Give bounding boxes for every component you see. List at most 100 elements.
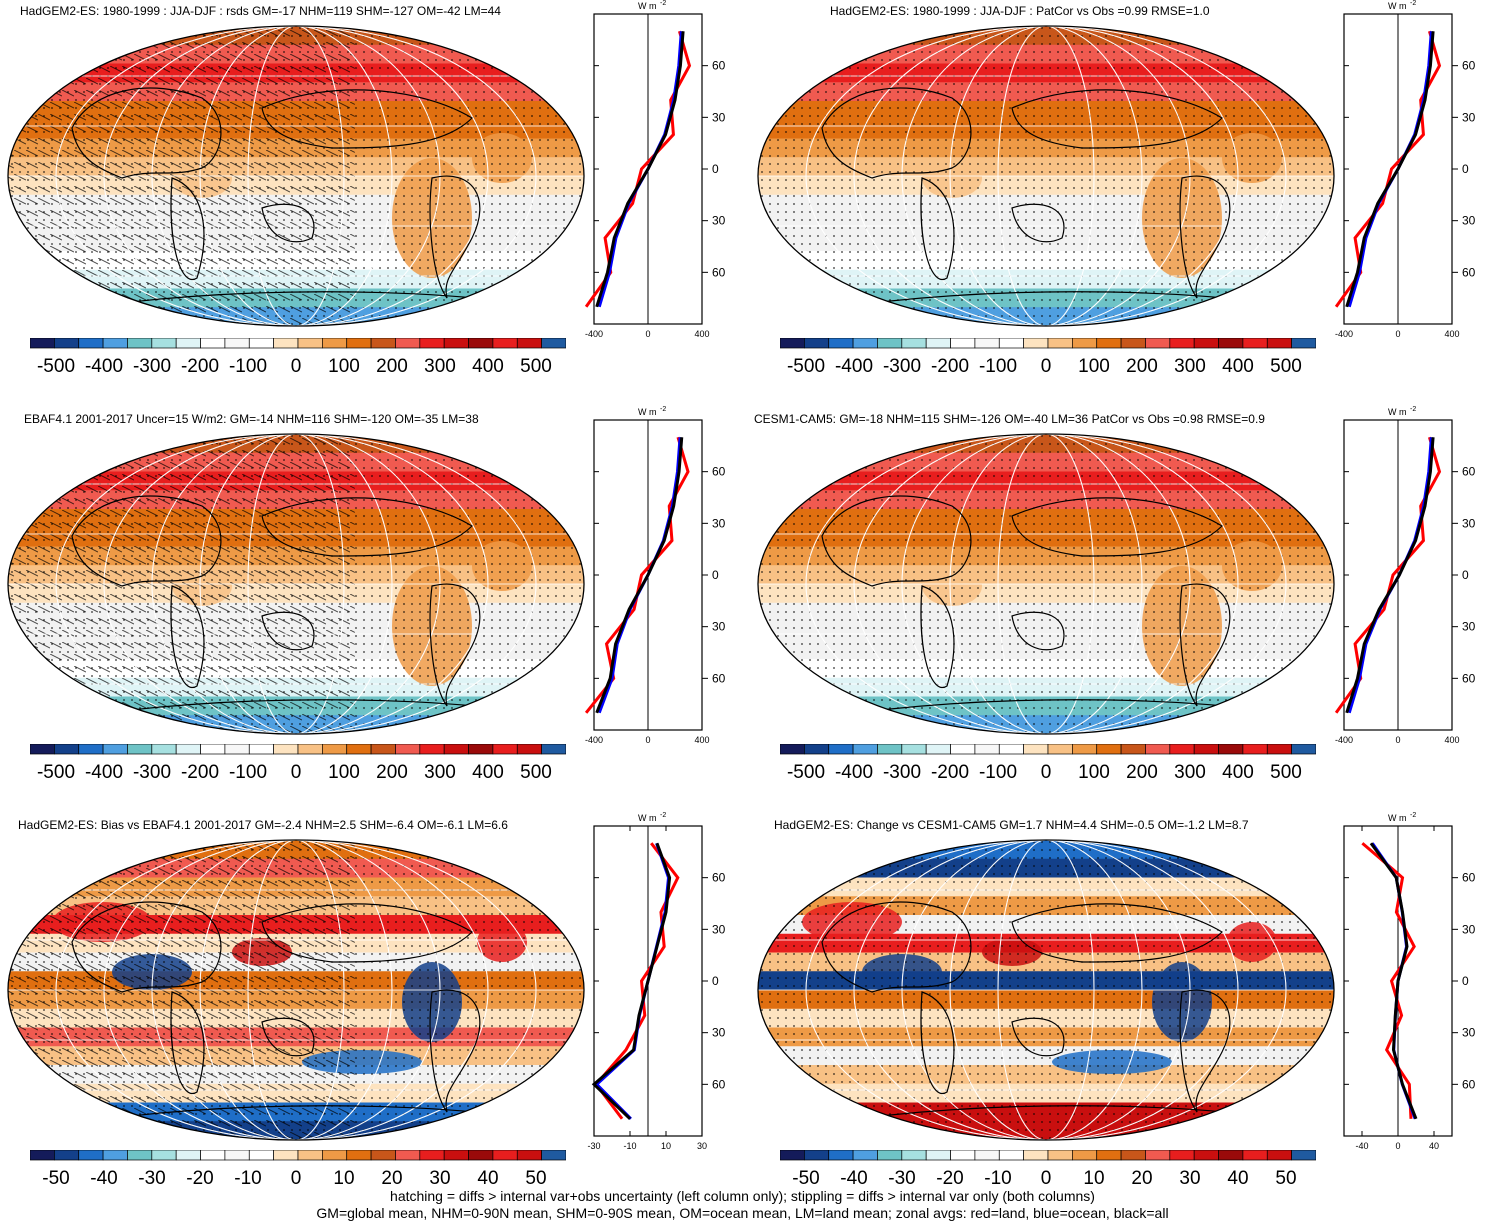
colorbar-swatch: [1169, 744, 1195, 755]
colorbar-swatch: [1266, 744, 1292, 755]
lat-tick-label: 30N: [712, 516, 726, 530]
lat-tick-label: 30S: [712, 620, 726, 634]
colorbar-swatch: [1047, 338, 1073, 349]
colorbar-label: 10: [333, 1168, 354, 1189]
coastline: [261, 203, 315, 243]
graticule-lon: [997, 840, 1095, 1140]
colorbar-label: -50: [42, 1168, 69, 1189]
colorbar-swatch: [950, 338, 976, 349]
colorbar-swatch: [974, 744, 1000, 755]
colorbar-swatch: [151, 744, 177, 755]
colorbar-swatch: [877, 744, 903, 755]
colorbar-swatch: [541, 1150, 566, 1161]
coastline: [920, 991, 955, 1095]
colorbar-swatch: [1193, 338, 1219, 349]
colorbar-label: -10: [234, 1168, 261, 1189]
coastline: [261, 497, 473, 557]
zonal-line-all: [1369, 842, 1418, 1120]
coastline: [71, 901, 222, 993]
colorbar-swatch: [102, 1150, 128, 1161]
coastline: [1179, 175, 1231, 299]
graticule-lon: [247, 840, 345, 1140]
colorbar-swatch: [852, 338, 878, 349]
colorbar-swatch: [901, 744, 927, 755]
zonal-plot-1: W m-2 60N 30N 0 30S 60S -400 0 400: [584, 0, 726, 339]
colorbar-swatch: [1242, 744, 1268, 755]
stippling: [758, 434, 1334, 734]
graticule-lon: [55, 840, 537, 1140]
graticule-lon: [949, 26, 1143, 326]
colorbar-swatch: [1193, 1150, 1219, 1161]
lat-tick-label: 60S: [1462, 671, 1476, 685]
graticule-lon: [997, 434, 1095, 734]
graticule-lon: [247, 434, 345, 734]
x-tick-label: 10: [661, 1141, 671, 1151]
colorbar-swatch: [804, 338, 830, 349]
hatching: [8, 840, 355, 1140]
unit-label: W m: [638, 813, 657, 823]
map-field: [758, 26, 1334, 326]
graticule-lon: [103, 434, 489, 734]
lat-tick-label: 0: [712, 974, 719, 988]
unit-label: W m: [638, 1, 657, 11]
colorbar-swatch: [1169, 1150, 1195, 1161]
colorbar-label: -30: [138, 1168, 165, 1189]
colorbar-swatch: [297, 744, 323, 755]
coastline: [920, 177, 955, 281]
x-tick-label: 0: [1395, 1141, 1400, 1151]
colorbar-label: 500: [520, 356, 552, 377]
colorbar-label: -400: [835, 356, 873, 377]
colorbar-swatch: [395, 338, 421, 349]
colorbar-swatch: [54, 1150, 80, 1161]
coastline: [821, 87, 972, 179]
colorbar-label: 300: [1174, 356, 1206, 377]
colorbar-swatch: [780, 338, 805, 349]
colorbar-swatch: [273, 1150, 299, 1161]
colorbar-label: 100: [1078, 762, 1110, 783]
colorbar-swatch: [1242, 338, 1268, 349]
colorbar-swatch: [516, 744, 542, 755]
colorbar-label: -50: [792, 1168, 819, 1189]
colorbar-swatch: [346, 744, 372, 755]
lat-tick-label: 60S: [1462, 1077, 1476, 1091]
x-tick-label: 40: [1429, 1141, 1439, 1151]
colorbar-swatch: [175, 744, 201, 755]
panel-title-4: CESM1-CAM5: GM=-18 NHM=115 SHM=-126 OM=-…: [754, 412, 1265, 426]
colorbar-swatch: [804, 744, 830, 755]
colorbar-label: 10: [1083, 1168, 1104, 1189]
colorbar-label: -200: [931, 356, 969, 377]
x-tick-label: -400: [1335, 329, 1353, 339]
colorbar-swatch: [395, 744, 421, 755]
zonal-plot-5: W m-2 60N 30N 0 30S 60S -30 -10 10 30: [587, 812, 726, 1151]
colorbar-swatch: [102, 338, 128, 349]
lat-tick-label: 0: [1462, 162, 1469, 176]
colorbar-swatch: [492, 338, 518, 349]
colorbar-swatch: [1072, 744, 1098, 755]
zonal-line-land: [1334, 436, 1442, 714]
colorbar-label: 0: [1041, 356, 1052, 377]
coastline: [1011, 89, 1223, 149]
colorbar-swatch: [1096, 1150, 1122, 1161]
colorbar-swatch: [248, 744, 274, 755]
colorbar-swatch: [297, 338, 323, 349]
lat-tick-label: 0: [1462, 568, 1469, 582]
colorbar-swatch: [780, 1150, 805, 1161]
colorbar-swatch: [1218, 338, 1244, 349]
map-border: [757, 839, 1335, 1141]
colorbar-swatch: [828, 744, 854, 755]
unit-exponent: -2: [1410, 0, 1416, 7]
colorbar-label: -200: [931, 762, 969, 783]
lat-tick-label: 30N: [1462, 110, 1476, 124]
graticule-lon: [805, 434, 1287, 734]
colorbar-label: 100: [328, 762, 360, 783]
colorbar-swatch: [804, 1150, 830, 1161]
colorbar-label: 300: [1174, 762, 1206, 783]
colorbar-label: 0: [291, 1168, 302, 1189]
colorbar-swatch: [1145, 1150, 1171, 1161]
colorbar-label: 500: [1270, 762, 1302, 783]
colorbar-swatch: [78, 744, 104, 755]
colorbar-label: 30: [1179, 1168, 1200, 1189]
x-tick-label: 0: [645, 329, 650, 339]
zonal-line-land: [584, 30, 692, 308]
graticule-lon: [199, 26, 393, 326]
